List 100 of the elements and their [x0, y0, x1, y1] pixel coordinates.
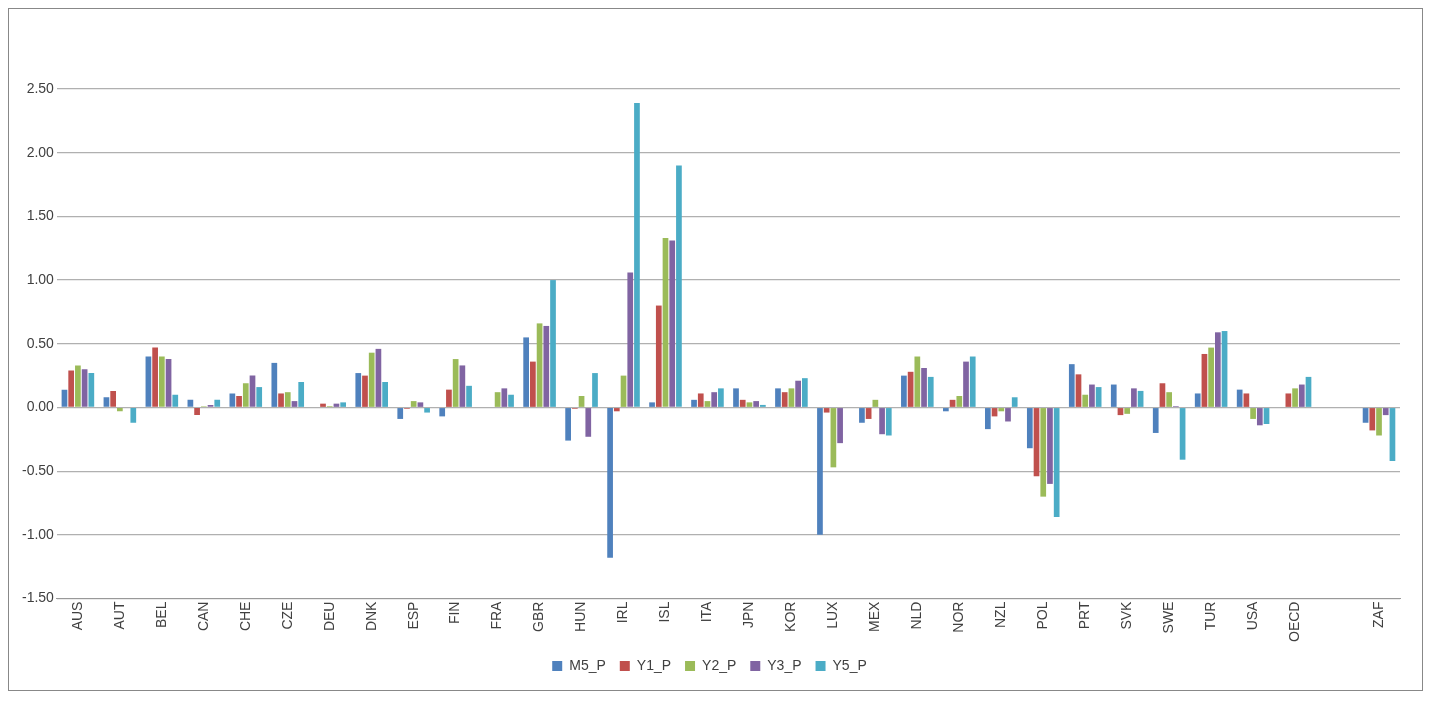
bar: [1152, 408, 1159, 433]
bar: [439, 408, 446, 417]
bar: [355, 373, 362, 407]
bar: [775, 388, 781, 407]
bar: [943, 408, 949, 412]
bar: [103, 397, 110, 407]
x-tick-label: CZE: [278, 601, 295, 630]
bar: [256, 387, 263, 407]
bar: [291, 401, 298, 407]
bar: [242, 383, 249, 407]
bar: [508, 394, 514, 407]
x-tick-label: BEL: [152, 601, 169, 629]
bar: [746, 402, 753, 407]
bar: [271, 362, 278, 407]
x-tick-label: FRA: [488, 600, 505, 630]
bar: [711, 392, 718, 407]
bar: [1376, 408, 1382, 436]
bar: [963, 361, 969, 407]
x-tick-label: SVK: [1118, 600, 1135, 630]
legend-label: Y3_P: [767, 656, 802, 673]
x-tick-label: MEX: [866, 600, 883, 632]
bar: [1243, 393, 1250, 407]
legend-label: M5_P: [569, 656, 606, 673]
bar: [998, 408, 1005, 412]
bar: [284, 392, 291, 407]
bar: [914, 356, 921, 407]
bar: [530, 361, 536, 407]
bar: [676, 165, 682, 407]
bar: [75, 365, 81, 407]
bar: [1250, 408, 1256, 419]
bar: [368, 352, 375, 407]
y-tick-label: -1.50: [21, 589, 55, 606]
bar: [1005, 408, 1011, 422]
bar: [697, 393, 704, 407]
x-tick-label: ZAF: [1369, 601, 1386, 628]
bar: [901, 375, 907, 407]
bar: [1124, 408, 1131, 414]
legend-label: Y1_P: [636, 656, 672, 673]
bar: [691, 399, 697, 407]
bar: [362, 375, 368, 407]
x-tick-label: IRL: [614, 601, 631, 624]
y-tick-label: 0.50: [26, 334, 55, 351]
x-tick-label: ESP: [404, 601, 421, 630]
y-tick-label: 1.50: [26, 207, 55, 224]
x-tick-label: GBR: [530, 601, 547, 632]
bar: [88, 373, 95, 407]
bar: [1011, 397, 1018, 407]
bar: [130, 408, 137, 423]
bar: [194, 408, 200, 416]
x-tick-label: AUT: [110, 601, 127, 630]
bar: [1369, 408, 1376, 431]
bar: [753, 401, 760, 407]
bar: [236, 396, 242, 407]
bar: [565, 408, 571, 441]
bar: [1382, 408, 1389, 416]
x-tick-label: DEU: [320, 601, 337, 632]
x-tick-label: TUR: [1201, 601, 1218, 631]
y-tick-label: 2.50: [26, 79, 55, 96]
bar: [172, 394, 179, 407]
x-tick-label: PRT: [1076, 601, 1093, 630]
bar: [956, 396, 963, 407]
bar: [117, 408, 123, 412]
x-tick-label: POL: [1034, 601, 1051, 630]
x-tick-label: NOR: [950, 601, 967, 633]
bar: [340, 402, 347, 407]
x-tick-label: NLD: [908, 601, 925, 630]
bar: [969, 356, 976, 407]
bar: [655, 305, 662, 407]
bar: [837, 408, 843, 444]
y-tick-label: -0.50: [21, 462, 55, 479]
bar: [410, 401, 417, 407]
bar: [1047, 408, 1053, 484]
x-tick-label: LUX: [824, 600, 841, 629]
bar: [501, 388, 508, 407]
bar: [1214, 332, 1221, 407]
bar: [1236, 389, 1243, 407]
bar: [607, 408, 613, 558]
x-tick-label: NZL: [992, 601, 1009, 628]
bar: [110, 390, 117, 407]
y-tick-label: 2.00: [26, 143, 55, 160]
bar: [885, 408, 892, 436]
bar: [627, 272, 634, 407]
bar: [788, 388, 795, 407]
bar: [859, 408, 865, 423]
x-tick-label: CAN: [194, 601, 211, 632]
x-tick-label: ITA: [698, 600, 715, 623]
bar: [424, 408, 430, 413]
bar: [592, 373, 598, 407]
y-tick-label: 0.00: [26, 398, 55, 415]
bar: [613, 408, 620, 412]
bar: [984, 408, 991, 430]
bar: [446, 389, 452, 407]
bar: [1298, 384, 1305, 407]
bar: [543, 325, 550, 407]
bar: [550, 280, 556, 407]
bar: [1208, 347, 1214, 407]
bar: [298, 381, 305, 407]
bar: [278, 393, 284, 407]
x-tick-label: DNK: [362, 600, 379, 632]
x-tick-label: JPN: [740, 601, 757, 628]
